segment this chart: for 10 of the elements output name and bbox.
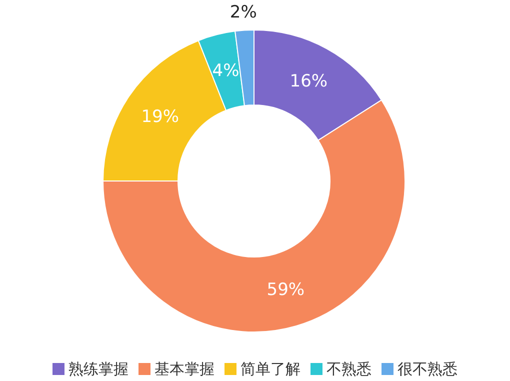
legend-label: 很不熟悉 [398, 360, 458, 378]
data-label: 19% [141, 107, 180, 128]
data-label: 4% [212, 61, 240, 82]
data-label: 59% [266, 280, 305, 300]
data-label: 2% [230, 2, 257, 22]
legend-label: 熟练掌握 [68, 360, 128, 378]
legend-label: 基本掌握 [154, 360, 214, 378]
data-label: 16% [290, 72, 328, 92]
legend-label: 简单了解 [240, 360, 300, 378]
legend-label: 不熟悉 [326, 360, 372, 378]
